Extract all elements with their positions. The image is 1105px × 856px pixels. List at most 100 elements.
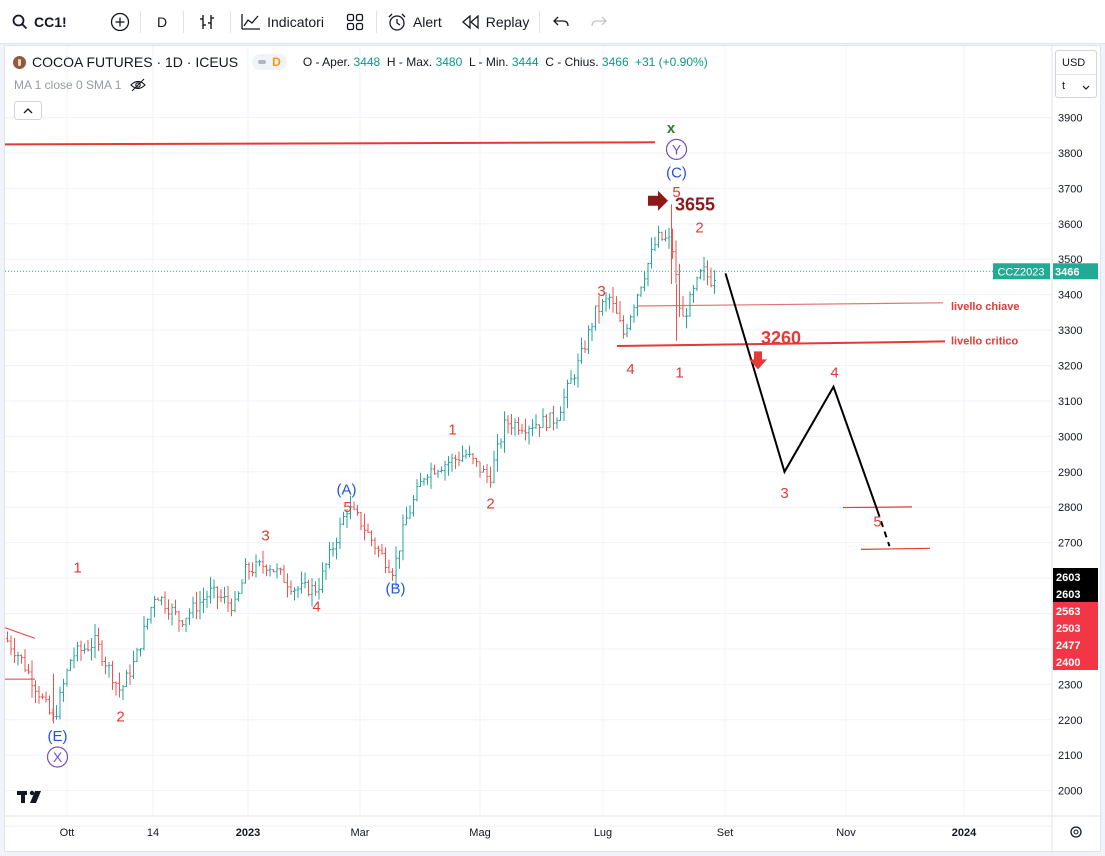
time-tick-label: Mag	[469, 827, 490, 839]
symbol-tag	[993, 263, 1050, 280]
bars-chart-icon	[200, 14, 215, 29]
price-tick-label: 2800	[1058, 502, 1082, 514]
price-tag-label: 2477	[1056, 640, 1080, 652]
cocoa-symbol-icon	[13, 55, 26, 69]
key-level-line[interactable]	[637, 302, 944, 307]
price-tick-label: 3400	[1058, 290, 1082, 302]
last-price-tag-label: 3466	[1055, 266, 1079, 278]
indicators-button[interactable]: Indicatori	[231, 0, 334, 44]
high-value: 3480	[435, 55, 463, 69]
badge-label: D	[272, 55, 281, 69]
layouts-button[interactable]	[334, 0, 376, 44]
wave-label: 3	[780, 485, 788, 502]
time-tick-label: Ott	[60, 827, 75, 839]
target-level-line[interactable]	[842, 506, 913, 509]
change-value: +31 (+0.90%)	[634, 55, 708, 69]
price-tick-label: 3700	[1058, 183, 1082, 195]
wave-label: 1	[675, 365, 683, 382]
time-tick-label: 2023	[236, 827, 260, 839]
price-tick-label: 3300	[1058, 325, 1082, 337]
wave-label: 4	[312, 598, 320, 615]
price-tag-dark	[1053, 585, 1098, 602]
chart-type-button[interactable]	[184, 0, 230, 44]
wave-label: 5	[343, 499, 351, 516]
currency-label[interactable]: USD	[1056, 51, 1096, 75]
wave-label: 3	[597, 283, 605, 300]
key-level-label: livello chiave	[951, 301, 1019, 313]
unit-dropdown[interactable]: t	[1056, 75, 1096, 98]
instrument-title[interactable]: COCOA FUTURES · 1D · ICEUS	[32, 54, 239, 70]
critical-level-label: livello critico	[951, 335, 1019, 347]
resistance-line[interactable]	[5, 141, 656, 146]
divider	[230, 10, 232, 33]
time-tick-label: Lug	[594, 827, 612, 839]
divider	[183, 10, 185, 33]
price-tag-label: 2400	[1056, 657, 1080, 669]
price-tag-dark	[1053, 568, 1098, 585]
alarm-clock-icon	[388, 13, 406, 31]
price-tick-label: 2700	[1058, 538, 1082, 550]
alert-button[interactable]: Alert	[377, 0, 452, 44]
tradingview-logo	[30, 791, 41, 803]
price-tag-label: 2603	[1056, 589, 1080, 601]
price-tick-label: 3200	[1058, 361, 1082, 373]
price-tick-label: 3100	[1058, 396, 1082, 408]
ma-indicator-legend[interactable]: MA 1 close 0 SMA 1	[14, 78, 147, 92]
collapse-legend-button[interactable]	[14, 101, 42, 120]
redo-button[interactable]	[582, 0, 616, 44]
interval-label: D	[157, 13, 168, 30]
price-tag-label: 2503	[1056, 623, 1080, 635]
eye-hidden-icon[interactable]	[130, 78, 147, 92]
price-tick-label: 3000	[1058, 431, 1082, 443]
compare-button[interactable]	[100, 0, 140, 44]
trend-line	[5, 627, 36, 639]
wave-label-degree: (A)	[337, 482, 357, 499]
symbol-search[interactable]: CC1!	[0, 0, 100, 44]
time-tick-label: Nov	[836, 827, 856, 839]
chart-canvas[interactable]: 2000210022002300240025002600270028002900…	[5, 46, 1102, 853]
down-arrow-icon	[749, 351, 767, 370]
divider	[539, 10, 541, 33]
chart-panel[interactable]: 2000210022002300240025002600270028002900…	[4, 45, 1102, 853]
realtime-badge: D	[252, 54, 287, 70]
wave-label: 2	[486, 496, 494, 513]
wave-label: 4	[830, 365, 838, 382]
settings-gear-center	[1073, 829, 1079, 835]
right-arrow-icon	[648, 190, 668, 211]
price-tick-label: 3900	[1058, 113, 1082, 125]
price-tag-red	[1053, 619, 1098, 636]
close-value: 3466	[601, 55, 629, 69]
interval-button[interactable]: D	[141, 0, 183, 44]
wave-label: 1	[73, 559, 81, 576]
price-tick-label: 3500	[1058, 254, 1082, 266]
close-label: C - Chius.	[545, 55, 599, 69]
high-label: H - Max.	[386, 55, 433, 69]
price-tick-label: 2900	[1058, 467, 1082, 479]
wave-label-degree: (C)	[666, 164, 687, 181]
last-price-tag	[1053, 263, 1098, 280]
wave-label-x: x	[667, 120, 676, 137]
price-tick-label: 3600	[1058, 219, 1082, 231]
low-value: 3444	[511, 55, 539, 69]
undo-icon	[553, 16, 569, 26]
wave-label: 3	[261, 528, 269, 545]
price-label-3260: 3260	[761, 328, 801, 348]
wave-label-degree: (E)	[48, 728, 68, 745]
wave-label: 5	[873, 513, 881, 530]
wave-label: 2	[695, 219, 703, 236]
wave-label-circled: Y	[672, 141, 682, 157]
elliott-projection-path[interactable]	[724, 273, 879, 512]
critical-level-line[interactable]	[616, 340, 946, 348]
grid-icon	[346, 13, 364, 30]
tradingview-logo	[29, 790, 35, 796]
wave-label-circled: X	[53, 749, 63, 765]
settings-gear-icon[interactable]	[1070, 826, 1082, 838]
target-level-line[interactable]	[860, 547, 931, 550]
currency-selector[interactable]: USD t	[1055, 50, 1097, 98]
undo-button[interactable]	[540, 0, 582, 44]
symbol-tag-label: CCZ2023	[997, 266, 1044, 278]
symbol-label: CC1!	[34, 13, 67, 30]
replay-button[interactable]: Replay	[452, 0, 540, 44]
ma-label: MA 1 close 0 SMA 1	[14, 78, 122, 92]
